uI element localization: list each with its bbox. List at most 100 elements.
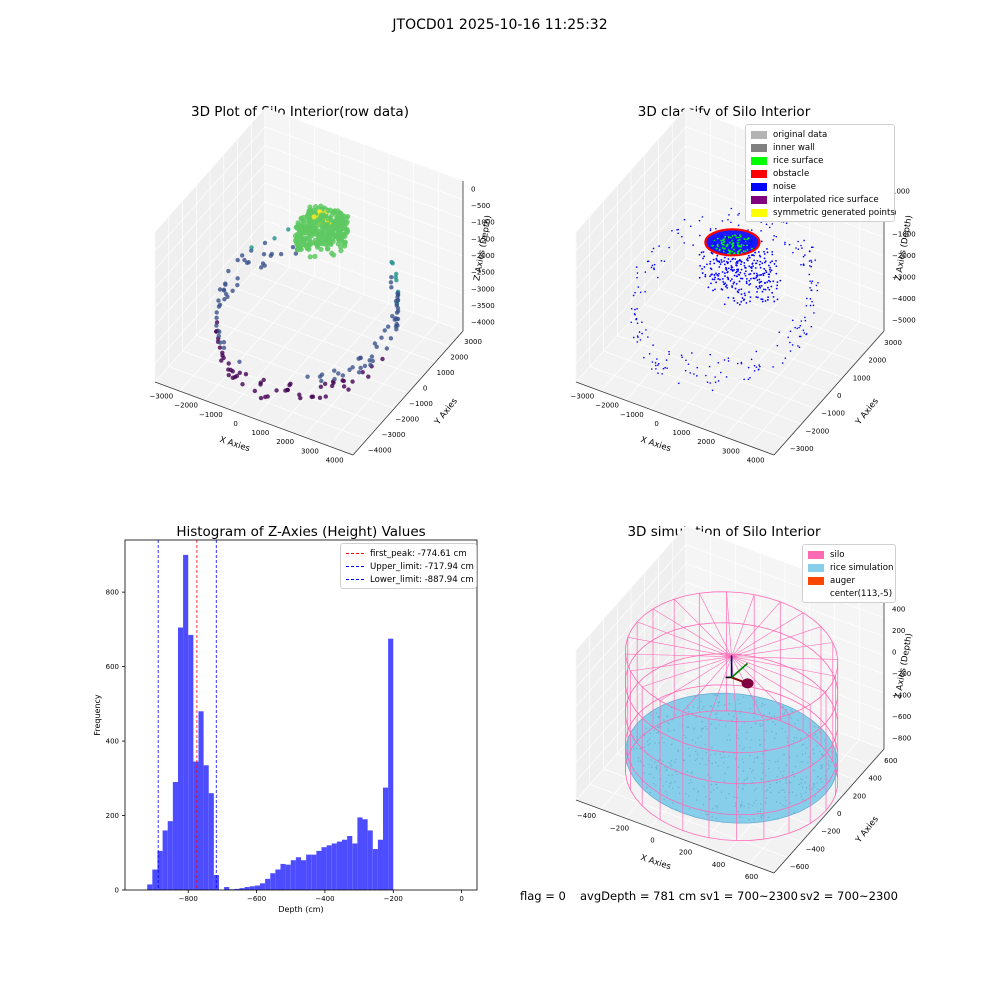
sim-rice-point xyxy=(753,777,756,779)
raw-y-tick-label: −4000 xyxy=(368,446,392,454)
classify-noise-point xyxy=(721,277,724,280)
sim-rice-point xyxy=(719,753,721,756)
classify-noise-point xyxy=(759,260,762,263)
classify-obstacle-point xyxy=(744,230,747,233)
classify-noise-point xyxy=(743,264,746,267)
hist-legend-item: first_peak: -774.61 cm xyxy=(346,547,471,560)
sim-rice-point xyxy=(683,759,686,762)
hist-legend-item: Upper_limit: -717.94 cm xyxy=(346,560,474,573)
classify-noise-point xyxy=(652,247,655,250)
sim-z-tick-label: 0 xyxy=(892,649,896,657)
raw-data-point xyxy=(382,328,387,333)
classify-noise-point xyxy=(764,269,767,272)
classify-noise-point xyxy=(776,298,779,301)
hist-x-axis-label: Depth (cm) xyxy=(278,905,323,914)
legend-label: interpolated rice surface xyxy=(773,194,879,205)
classify-noise-point xyxy=(643,356,645,359)
sim-rice-point xyxy=(675,771,677,773)
sim-rice-point xyxy=(760,778,763,780)
hist-y-axis-label: Frequency xyxy=(93,694,102,736)
classify-noise-point xyxy=(779,279,782,282)
classify-noise-point xyxy=(808,260,811,262)
sim-rice-point xyxy=(716,807,718,809)
raw-data-point xyxy=(221,340,227,345)
hist-bar xyxy=(224,887,230,890)
classify-noise-point xyxy=(723,359,726,361)
hist-x-tick-label: −200 xyxy=(384,895,403,903)
sim-rice-point xyxy=(769,791,772,793)
sim-rice-point xyxy=(786,737,788,739)
classify-noise-point xyxy=(661,373,663,375)
classify-noise-point xyxy=(749,296,752,299)
sim-rice-point xyxy=(664,766,666,768)
sim-rice-point xyxy=(785,764,788,766)
sim-rice-point xyxy=(717,701,720,704)
raw-data-point xyxy=(304,227,311,233)
sim-rice-point xyxy=(757,810,759,813)
sim-rice-point xyxy=(751,804,753,807)
sim-rice-point xyxy=(673,729,675,732)
sim-y-axis-label: Y Axies xyxy=(853,814,881,846)
classify-rice-surface-point xyxy=(740,244,743,246)
hist-bar xyxy=(152,869,158,890)
classify-noise-point xyxy=(791,319,794,322)
classify-noise-point xyxy=(738,280,741,283)
classify-noise-point xyxy=(760,298,763,301)
sim-rice-point xyxy=(650,759,653,761)
classify-rice-surface-point xyxy=(731,246,733,249)
classify-rice-surface-point xyxy=(737,241,740,244)
classify-rice-surface-point xyxy=(735,245,738,248)
raw-data-point xyxy=(290,245,296,250)
raw-data-point xyxy=(390,261,395,266)
raw-x-tick-label: −1000 xyxy=(199,411,223,419)
sim-rice-point xyxy=(775,801,778,803)
raw-data-point xyxy=(230,375,236,380)
sim-rice-point xyxy=(819,778,822,781)
classify-rice-surface-point xyxy=(750,240,753,242)
classify-noise-point xyxy=(769,261,772,264)
classify-rice-surface-point xyxy=(747,244,750,246)
legend-swatch xyxy=(808,576,824,585)
raw-x-axis-line xyxy=(154,381,354,456)
raw-x-tick-label: −3000 xyxy=(150,393,174,401)
sim-rice-point xyxy=(776,760,779,763)
sim-rice-point xyxy=(684,792,687,795)
classify-rice-surface-point xyxy=(740,251,743,254)
classify-noise-point xyxy=(707,286,710,289)
classify-noise-point xyxy=(740,268,743,271)
sim-silo-ring xyxy=(625,684,839,816)
classify-noise-point xyxy=(700,251,703,254)
classify-x-tick-label: 2000 xyxy=(697,438,715,446)
classify-noise-point xyxy=(762,272,764,275)
sim-rice-point xyxy=(761,753,764,755)
sim-rice-point xyxy=(712,807,714,810)
sim-rice-point xyxy=(808,756,811,758)
classify-noise-point xyxy=(656,358,658,360)
raw-data-point xyxy=(258,265,264,270)
sim-rice-point xyxy=(723,756,725,758)
classify-rice-surface-point xyxy=(729,241,731,244)
sim-rice-point xyxy=(816,745,818,747)
classify-noise-point xyxy=(727,360,730,362)
raw-data-point xyxy=(318,246,324,252)
hist-bar xyxy=(388,638,394,890)
raw-data-point xyxy=(313,227,319,233)
raw-data-point xyxy=(216,298,221,303)
classify-noise-point xyxy=(809,286,811,289)
raw-data-point xyxy=(235,257,240,263)
classify-noise-point xyxy=(766,251,769,254)
sim-rice-point xyxy=(649,791,651,794)
sim-silo-wire xyxy=(627,636,732,658)
sim-rice-point xyxy=(726,739,729,741)
hist-bar xyxy=(342,839,348,890)
hist-bar xyxy=(372,849,378,890)
sim-rice-point xyxy=(802,743,805,745)
classify-noise-point xyxy=(805,333,807,336)
raw-y-tick-label: −1000 xyxy=(409,400,433,408)
raw-z-tick-label: −1000 xyxy=(471,219,495,227)
classify-noise-point xyxy=(721,261,723,263)
classify-noise-point xyxy=(725,260,728,263)
sim-silo-wire xyxy=(731,642,833,658)
hist-frame xyxy=(124,539,478,891)
figure-title: JTOCD01 2025-10-16 11:25:32 xyxy=(392,17,608,33)
